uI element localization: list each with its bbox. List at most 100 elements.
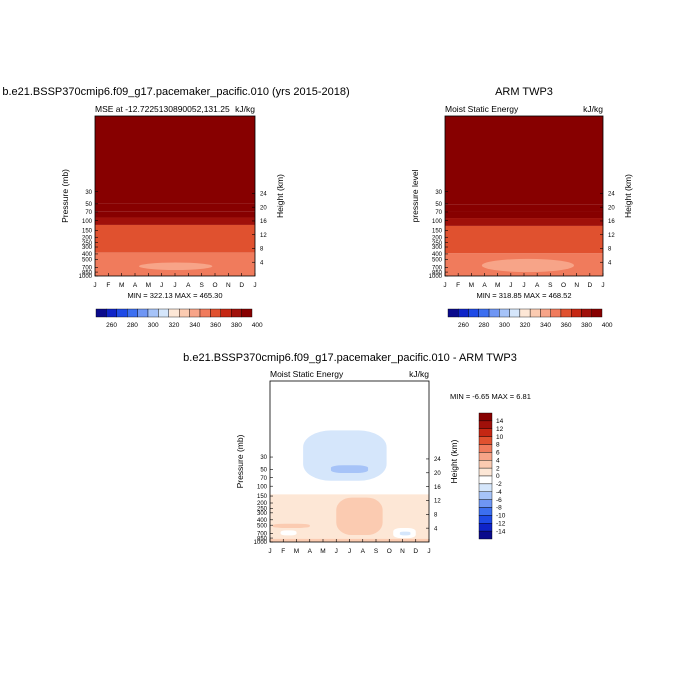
colorbar-swatch (581, 308, 592, 318)
y-tick-label: 100 (82, 219, 93, 225)
x-tick-label: F (456, 282, 460, 289)
colorbar-swatch (591, 308, 603, 318)
colorbar-swatch (230, 308, 242, 318)
y-tick-label: 850 (82, 270, 93, 276)
y-tick-label: 150 (257, 494, 268, 500)
colorbar-swatch (478, 475, 493, 485)
colorbar-swatch (478, 483, 493, 492)
x-tick-label: A (133, 282, 138, 289)
colorbar-swatch (499, 308, 510, 318)
right-axis-title: Height (km) (449, 439, 459, 483)
colorbar: 260 280 300 320 340 360 380 400 (95, 308, 263, 329)
y-tick-label: 250 (82, 241, 93, 247)
colorbar-swatch (478, 444, 493, 453)
x-tick-label: J (601, 282, 604, 289)
height-tick-label: 24 (434, 457, 441, 463)
y-tick-label: 250 (432, 241, 443, 247)
panel-units: kJ/kg (235, 104, 255, 114)
colorbar-label: 340 (540, 322, 551, 329)
height-tick-label: 24 (608, 192, 615, 198)
y-tick-label: 70 (85, 210, 92, 216)
y-tick-label: 100 (257, 484, 268, 490)
y-tick-label: 700 (257, 532, 268, 538)
y-tick-label: 50 (260, 468, 267, 474)
y-tick-label: 1000 (429, 274, 443, 280)
contour-plot: J F M A M J J A S O N D J305070100150200250300400500… (254, 380, 441, 555)
right-axis-title: Height (km) (275, 174, 285, 218)
y-axis-title: Pressure (mb) (235, 434, 245, 488)
y-tick-label: 70 (260, 476, 267, 482)
colorbar-label: -12 (496, 520, 506, 527)
y-tick-label: 250 (257, 507, 268, 513)
colorbar-swatch (95, 308, 107, 318)
y-tick-label: 30 (85, 190, 92, 196)
contour-band (95, 224, 255, 253)
y-tick-label: 30 (435, 190, 442, 196)
height-tick-label: 4 (260, 260, 264, 266)
colorbar-swatch (478, 515, 493, 524)
colorbar-swatch (478, 412, 493, 422)
contour-region (336, 497, 383, 536)
colorbar-label: 380 (581, 322, 592, 329)
contour-region (272, 523, 310, 528)
colorbar-swatch (478, 491, 493, 500)
x-tick-label: J (335, 548, 338, 555)
y-tick-label: 200 (257, 501, 268, 507)
panel-difference: b.e21.BSSP370cmip6.f09_g17.pacemaker_pac… (183, 352, 531, 555)
min-max-label: MIN = -6.65 MAX = 6.81 (450, 392, 531, 401)
y-tick-label: 70 (435, 210, 442, 216)
x-tick-label: J (522, 282, 525, 289)
panel-units: kJ/kg (583, 104, 603, 114)
y-tick-label: 300 (432, 245, 443, 251)
x-tick-label: N (400, 548, 405, 555)
y-tick-label: 400 (82, 252, 93, 258)
x-tick-label: F (106, 282, 110, 289)
colorbar-label: 4 (496, 457, 500, 464)
y-axis-title: pressure level (410, 169, 420, 222)
colorbar-swatch (210, 308, 221, 318)
x-tick-label: J (93, 282, 96, 289)
height-tick-label: 20 (608, 205, 615, 211)
x-tick-label: S (199, 282, 204, 289)
x-tick-label: J (173, 282, 176, 289)
contour-region (280, 530, 297, 536)
colorbar-label: -4 (496, 489, 502, 496)
y-tick-label: 50 (435, 202, 442, 208)
colorbar-swatch (116, 308, 128, 318)
height-tick-label: 12 (608, 233, 615, 239)
panel-title: b.e21.BSSP370cmip6.f09_g17.pacemaker_pac… (2, 86, 349, 98)
x-tick-label: M (469, 282, 474, 289)
x-tick-label: D (413, 548, 418, 555)
panel-model-mse: b.e21.BSSP370cmip6.f09_g17.pacemaker_pac… (2, 86, 349, 329)
height-tick-label: 20 (260, 205, 267, 211)
y-tick-label: 1000 (79, 274, 93, 280)
contour-region (139, 262, 213, 271)
colorbar-swatch (478, 523, 493, 532)
panel-left-subtitle: Moist Static Energy (270, 369, 344, 379)
contour-band (95, 116, 255, 204)
y-tick-label: 150 (432, 229, 443, 235)
x-tick-label: M (119, 282, 124, 289)
panel-left-subtitle: MSE at -12.7225130890052,131.25 (95, 104, 230, 114)
colorbar-swatch (550, 308, 562, 318)
contour-region (330, 465, 369, 474)
colorbar-swatch (478, 499, 493, 508)
colorbar-swatch (126, 308, 138, 318)
contour-region (303, 430, 387, 481)
colorbar-swatch (519, 308, 531, 318)
contour-region (481, 258, 575, 273)
colorbar-label: 260 (458, 322, 469, 329)
colorbar-swatch (478, 420, 493, 429)
contour-band (445, 225, 603, 254)
colorbar-label: 360 (561, 322, 572, 329)
colorbar-label: 14 (496, 418, 504, 425)
y-tick-label: 400 (257, 518, 268, 524)
colorbar-swatch (478, 467, 493, 477)
y-tick-label: 500 (82, 258, 93, 264)
min-max-label: MIN = 318.85 MAX = 468.52 (476, 291, 571, 300)
colorbar-swatch (158, 308, 169, 318)
y-tick-label: 700 (82, 266, 93, 272)
x-tick-label: F (281, 548, 285, 555)
